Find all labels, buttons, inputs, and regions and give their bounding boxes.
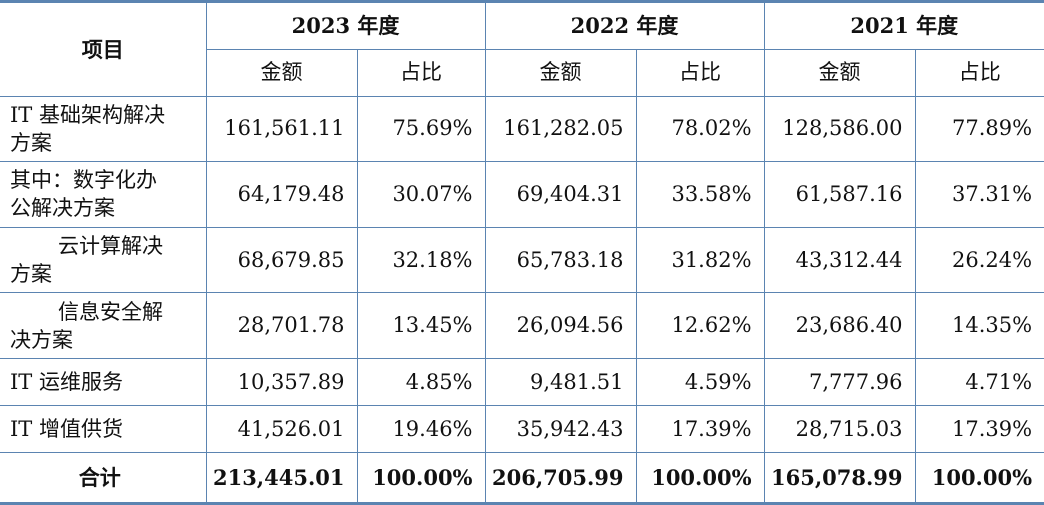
amount-header: 金额	[763, 48, 916, 97]
row-label-line1: IT 运维服务	[10, 370, 123, 395]
table-row: 信息安全解 决方案 28,701.78 13.45% 26,094.56 12.62% 23…	[0, 292, 1044, 359]
amount-cell: 23,686.40	[763, 292, 916, 359]
ratio-cell: 75.69%	[356, 95, 486, 163]
amount-cell: 161,561.11	[205, 95, 358, 163]
amount-cell: 41,526.01	[205, 405, 358, 454]
ratio-cell: 4.85%	[356, 357, 486, 407]
amount-header: 金额	[206, 48, 358, 97]
row-label: IT 增值供货	[0, 405, 207, 454]
ratio-cell: 26.24%	[914, 226, 1044, 294]
table-row: 云计算解决 方案 68,679.85 32.18% 65,783.18 31.82% 43,…	[0, 226, 1044, 294]
total-row: 合计 213,445.01 100.00% 206,705.99 100.00% 165,…	[0, 452, 1044, 502]
amount-cell: 161,282.05	[484, 95, 637, 163]
amount-cell: 68,679.85	[205, 226, 358, 294]
ratio-cell: 30.07%	[356, 161, 486, 228]
amount-cell: 9,481.51	[484, 357, 637, 407]
total-amount-cell: 165,078.99	[763, 452, 916, 502]
amount-cell: 10,357.89	[205, 357, 358, 407]
item-column-header: 项目	[0, 3, 207, 97]
amount-cell: 7,777.96	[763, 357, 916, 407]
amount-cell: 28,701.78	[205, 292, 358, 359]
header-row-subcolumns: 金额 占比 金额 占比 金额 占比	[0, 48, 1044, 97]
ratio-cell: 19.46%	[356, 405, 486, 454]
year-header-2022: 2022 年度	[484, 3, 765, 50]
ratio-cell: 12.62%	[635, 292, 765, 359]
row-label: IT 基础架构解决 方案	[0, 95, 207, 163]
ratio-cell: 77.89%	[914, 95, 1044, 163]
year-header-2021: 2021 年度	[763, 3, 1044, 50]
amount-cell: 128,586.00	[763, 95, 916, 163]
ratio-cell: 17.39%	[635, 405, 765, 454]
ratio-cell: 32.18%	[356, 226, 486, 294]
row-label-line2: 决方案	[10, 327, 73, 352]
row-label-line1: IT 基础架构解决	[10, 102, 165, 127]
ratio-cell: 31.82%	[635, 226, 765, 294]
total-ratio-cell: 100.00%	[914, 452, 1044, 502]
total-amount-cell: 213,445.01	[205, 452, 358, 502]
amount-header: 金额	[484, 48, 637, 97]
row-label-line1: 信息安全解	[58, 299, 163, 324]
ratio-cell: 78.02%	[635, 95, 765, 163]
revenue-breakdown-table: 项目 2023 年度 2022 年度 2021 年度 金额 占比 金额 占比 金…	[0, 3, 1044, 502]
table-row: IT 增值供货 41,526.01 19.46% 35,942.43 17.39% 28,…	[0, 405, 1044, 454]
ratio-cell: 4.59%	[635, 357, 765, 407]
total-ratio-cell: 100.00%	[356, 452, 486, 502]
ratio-header: 占比	[356, 48, 486, 97]
ratio-header: 占比	[914, 48, 1044, 97]
table-body: IT 基础架构解决 方案 161,561.11 75.69% 161,282.05 78.…	[0, 95, 1044, 502]
amount-cell: 69,404.31	[484, 161, 637, 228]
amount-cell: 61,587.16	[763, 161, 916, 228]
year-header-2023: 2023 年度	[205, 3, 486, 50]
amount-cell: 43,312.44	[763, 226, 916, 294]
ratio-cell: 33.58%	[635, 161, 765, 228]
row-label-line2: 方案	[10, 130, 52, 155]
ratio-cell: 13.45%	[356, 292, 486, 359]
amount-cell: 28,715.03	[763, 405, 916, 454]
ratio-cell: 14.35%	[914, 292, 1044, 359]
row-label: 云计算解决 方案	[0, 226, 207, 294]
ratio-cell: 37.31%	[914, 161, 1044, 228]
amount-cell: 35,942.43	[484, 405, 637, 454]
row-label-line1: 云计算解决	[58, 234, 163, 259]
total-label: 合计	[0, 452, 207, 502]
amount-cell: 64,179.48	[205, 161, 358, 228]
row-label-line2: 公解决方案	[10, 196, 115, 221]
table-row: IT 运维服务 10,357.89 4.85% 9,481.51 4.59% 7,777.…	[0, 357, 1044, 407]
total-ratio-cell: 100.00%	[635, 452, 765, 502]
row-label: IT 运维服务	[0, 357, 207, 407]
ratio-cell: 17.39%	[914, 405, 1044, 454]
row-label-line2: 方案	[10, 262, 52, 287]
row-label-line1: IT 增值供货	[10, 417, 123, 442]
row-label: 信息安全解决方案	[0, 292, 207, 359]
ratio-header: 占比	[635, 48, 765, 97]
total-amount-cell: 206,705.99	[484, 452, 637, 502]
amount-cell: 26,094.56	[484, 292, 637, 359]
table-row: 其中：数字化办 公解决方案 64,179.48 30.07% 69,404.31 33.5…	[0, 161, 1044, 228]
header-row-years: 项目 2023 年度 2022 年度 2021 年度	[0, 3, 1044, 97]
table-row: IT 基础架构解决 方案 161,561.11 75.69% 161,282.05 78.…	[0, 95, 1044, 163]
row-label: 其中：数字化办 公解决方案	[0, 161, 207, 228]
row-label-line1: 其中：数字化办	[10, 168, 157, 193]
ratio-cell: 4.71%	[914, 357, 1044, 407]
amount-cell: 65,783.18	[484, 226, 637, 294]
